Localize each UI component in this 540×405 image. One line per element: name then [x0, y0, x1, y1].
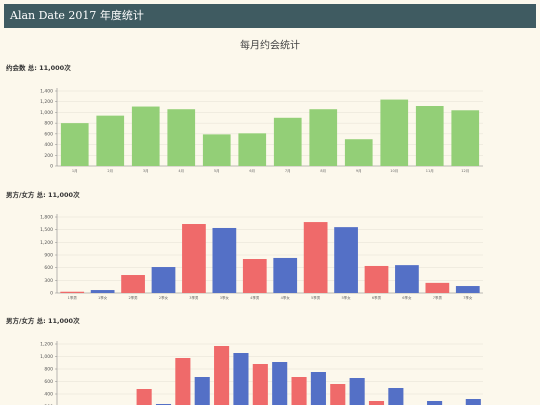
bar [272, 362, 288, 405]
bar [368, 401, 385, 405]
y-tick-label: 800 [44, 121, 53, 127]
page-title: 每月约会统计 [240, 39, 300, 52]
x-tick-label: 7季女 [463, 295, 473, 300]
bar [194, 377, 210, 405]
bar [309, 109, 338, 166]
chart-title: 男方/女方 总: 11,000次 [5, 316, 80, 325]
bar [415, 106, 444, 166]
y-tick-label: 600 [44, 265, 53, 271]
bar [131, 106, 160, 166]
bar [60, 291, 85, 293]
x-tick-label: 4季男 [250, 295, 260, 300]
x-tick-label: 3季男 [189, 295, 199, 300]
bar [310, 372, 326, 405]
bar [238, 133, 267, 166]
x-tick-label: 1季女 [98, 295, 108, 300]
bar [90, 290, 115, 293]
y-tick-label: 400 [44, 142, 53, 148]
y-tick-label: 1,400 [40, 89, 53, 95]
x-tick-label: 4季女 [281, 295, 291, 300]
bar [136, 389, 152, 405]
bar [214, 346, 230, 405]
bar [451, 110, 480, 166]
x-tick-label: 2月 [107, 168, 113, 173]
x-tick-label: 3月 [143, 168, 149, 173]
y-tick-label: 600 [44, 379, 53, 385]
y-tick-label: 1,200 [40, 240, 53, 246]
y-tick-label: 900 [44, 253, 53, 259]
x-tick-label: 1月 [72, 168, 78, 173]
bar [233, 353, 249, 405]
bar [380, 99, 409, 166]
y-tick-label: 600 [44, 131, 53, 137]
x-tick-label: 6月 [249, 168, 255, 173]
bar [242, 259, 267, 293]
header-title: Alan Date 2017 年度统计 [10, 9, 144, 22]
y-tick-label: 1,000 [40, 354, 53, 360]
x-tick-label: 10月 [390, 168, 398, 173]
bar [167, 109, 196, 166]
y-tick-label: 0 [50, 164, 53, 170]
bar [395, 265, 419, 293]
bar [349, 378, 365, 405]
bar [465, 399, 481, 405]
x-tick-label: 8月 [320, 168, 326, 173]
x-tick-label: 5季女 [341, 295, 351, 300]
bar [425, 282, 450, 293]
bar [252, 364, 268, 405]
bar [175, 358, 191, 405]
x-tick-label: 7季男 [433, 295, 443, 300]
bar [182, 224, 206, 293]
bar [344, 139, 373, 166]
bar [334, 227, 358, 293]
x-tick-label: 5月 [214, 168, 220, 173]
y-tick-label: 200 [44, 153, 53, 159]
bar [303, 222, 328, 293]
x-tick-label: 12月 [461, 168, 469, 173]
chart-title: 约会数 总: 11,000次 [6, 63, 71, 72]
y-tick-label: 1,200 [40, 99, 53, 105]
bar [364, 265, 389, 293]
bar [273, 117, 302, 166]
x-tick-label: 5季男 [311, 295, 321, 300]
y-tick-label: 1,800 [40, 215, 53, 221]
y-tick-label: 400 [44, 392, 53, 398]
y-tick-label: 1,500 [40, 227, 53, 233]
bar [212, 227, 237, 293]
chart-title: 男方/女方 总: 11,000次 [5, 190, 80, 199]
header: Alan Date 2017 年度统计 [4, 4, 536, 28]
x-tick-label: 6季女 [402, 295, 412, 300]
bar [202, 134, 231, 166]
bar [291, 377, 307, 405]
x-tick-label: 7月 [285, 168, 291, 173]
y-tick-label: 0 [50, 291, 53, 297]
y-tick-label: 300 [44, 278, 53, 284]
y-tick-label: 1,000 [40, 110, 53, 116]
bar [60, 123, 89, 166]
y-tick-label: 800 [44, 367, 53, 373]
bar [455, 286, 480, 293]
x-tick-label: 3季女 [220, 295, 230, 300]
x-tick-label: 1季男 [68, 295, 78, 300]
bar [427, 401, 443, 405]
bar [330, 384, 346, 405]
x-tick-label: 11月 [426, 168, 434, 173]
bar [121, 275, 145, 293]
y-tick-label: 1,200 [40, 342, 53, 348]
bar [151, 267, 176, 293]
bar [273, 257, 298, 293]
bar [96, 115, 125, 166]
x-tick-label: 4月 [178, 168, 184, 173]
x-tick-label: 9月 [356, 168, 362, 173]
x-tick-label: 2季女 [159, 295, 169, 300]
bar [388, 388, 404, 405]
x-tick-label: 2季男 [128, 295, 138, 300]
x-tick-label: 6季男 [372, 295, 382, 300]
